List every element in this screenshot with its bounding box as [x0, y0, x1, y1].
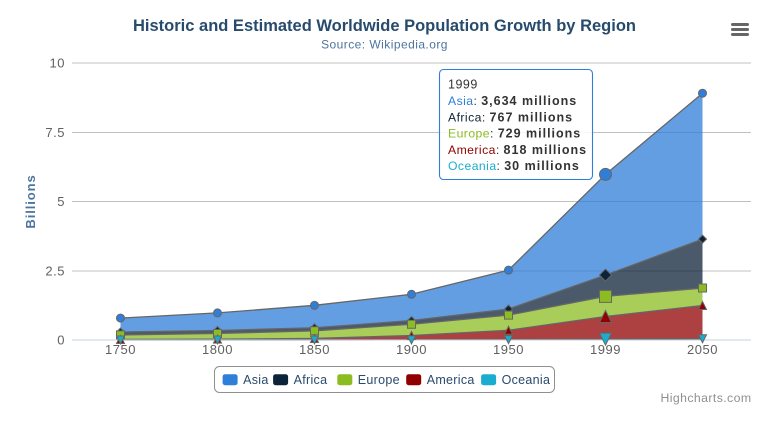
- svg-text:Africa: 767 millions: Africa: 767 millions: [448, 110, 573, 124]
- svg-text:2.5: 2.5: [45, 263, 65, 278]
- svg-text:Europe: 729 millions: Europe: 729 millions: [448, 127, 581, 141]
- svg-text:America: America: [427, 373, 475, 387]
- svg-text:1999: 1999: [448, 78, 478, 92]
- svg-text:Source: Wikipedia.org: Source: Wikipedia.org: [321, 38, 448, 52]
- svg-text:Historic and Estimated Worldwi: Historic and Estimated Worldwide Populat…: [133, 17, 636, 35]
- svg-text:1950: 1950: [493, 342, 524, 357]
- svg-text:1750: 1750: [105, 342, 136, 357]
- svg-text:10: 10: [50, 56, 65, 71]
- svg-text:Asia: 3,634 millions: Asia: 3,634 millions: [448, 94, 577, 108]
- svg-text:Oceania: Oceania: [502, 373, 551, 387]
- svg-text:Africa: Africa: [294, 373, 328, 387]
- svg-text:1800: 1800: [202, 342, 233, 357]
- svg-text:1850: 1850: [299, 342, 330, 357]
- svg-text:Asia: Asia: [243, 373, 269, 387]
- svg-text:Billions: Billions: [23, 174, 38, 228]
- svg-text:Europe: Europe: [358, 373, 400, 387]
- svg-text:Highcharts.com: Highcharts.com: [660, 391, 751, 405]
- svg-text:2050: 2050: [687, 342, 718, 357]
- svg-text:1900: 1900: [396, 342, 427, 357]
- svg-text:7.5: 7.5: [45, 125, 65, 140]
- svg-text:1999: 1999: [590, 342, 621, 357]
- svg-text:America: 818 millions: America: 818 millions: [448, 143, 587, 157]
- svg-text:0: 0: [57, 333, 65, 348]
- svg-text:Oceania: 30 millions: Oceania: 30 millions: [448, 159, 580, 173]
- svg-text:5: 5: [57, 194, 65, 209]
